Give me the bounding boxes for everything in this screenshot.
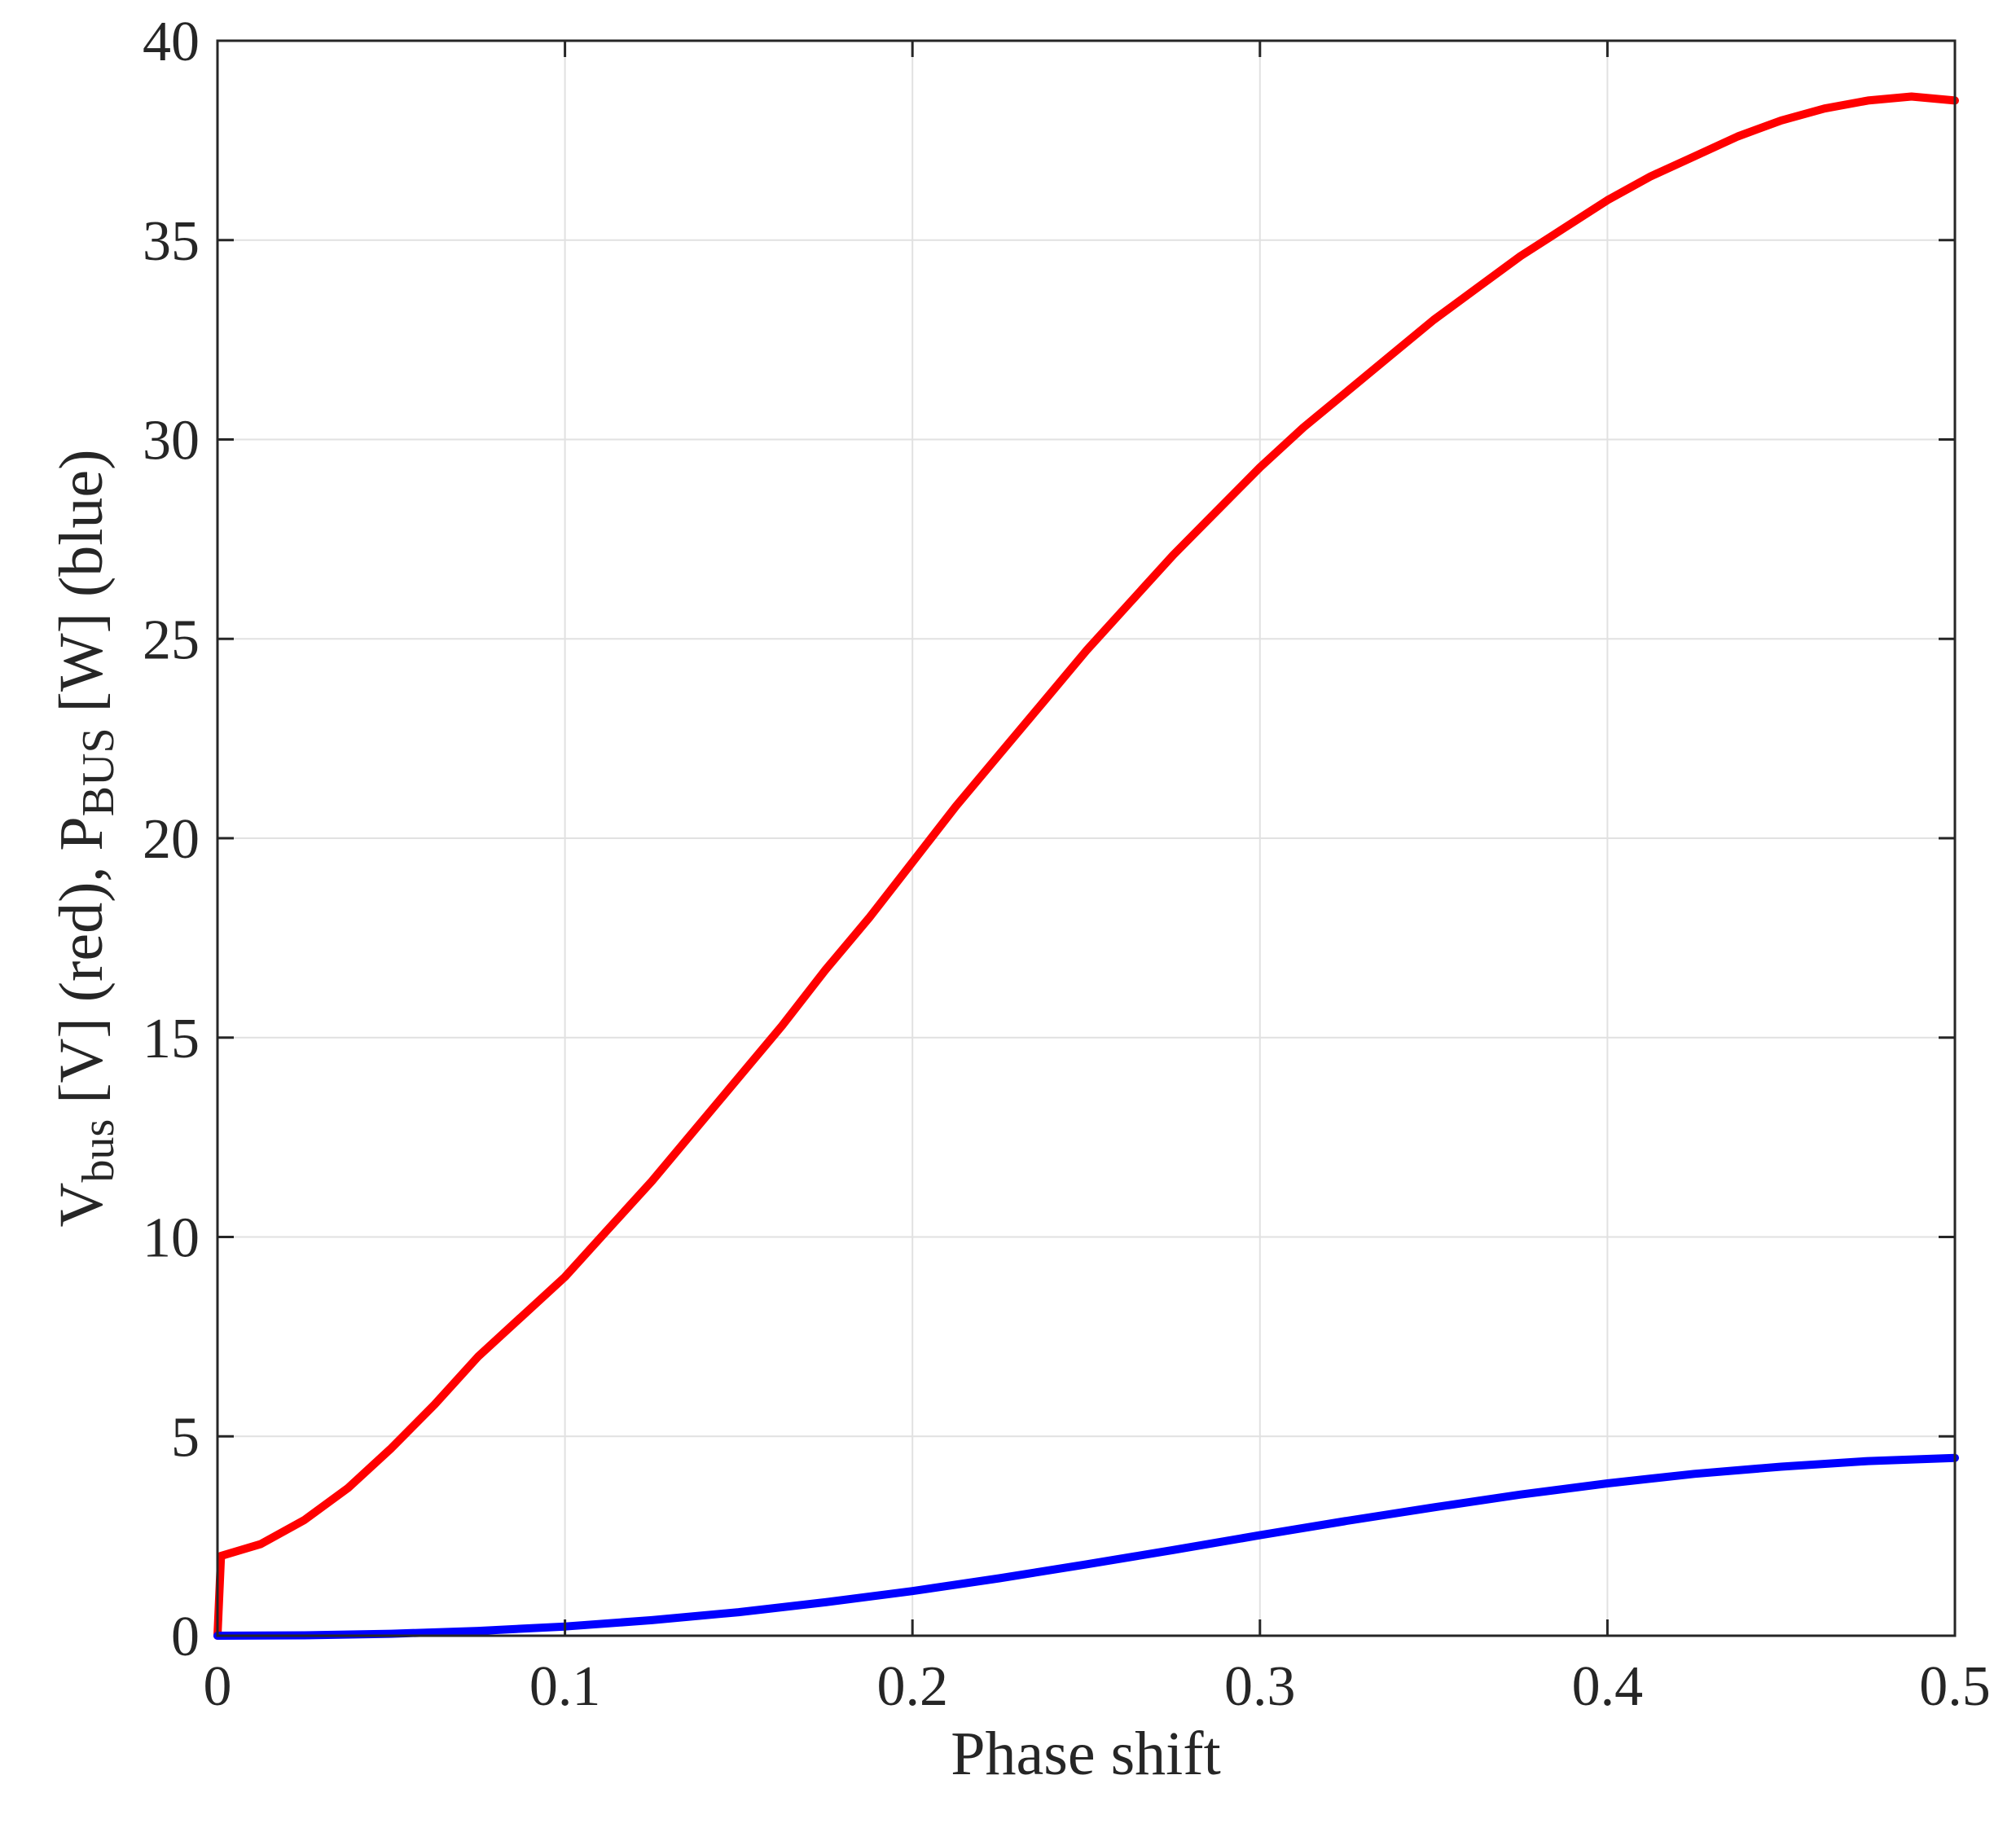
series-line-blue (213, 1453, 1959, 1640)
x-axis-label: Phase shift (951, 1720, 1220, 1788)
y-tick-label: 30 (143, 410, 200, 472)
y-axis-label: Vbus [V] (red), PBUS [W] (blue) (47, 450, 124, 1228)
y-tick-label: 25 (143, 609, 200, 671)
y-tick-label: 10 (143, 1207, 200, 1270)
y-axis-label-p-sub: BUS (73, 727, 124, 816)
x-tick-label: 0.5 (1919, 1655, 1991, 1718)
y-axis-label-mid: [V] (red), P (47, 816, 116, 1118)
y-tick-label: 35 (143, 210, 200, 273)
x-tick-label: 0 (204, 1655, 232, 1718)
x-tick-labels: 0 0.1 0.2 0.3 0.4 0.5 (204, 1655, 1991, 1718)
plot-series (213, 92, 1959, 1640)
y-axis-label-end: [W] (blue) (47, 450, 116, 728)
series-line-red (213, 92, 1959, 1640)
y-tick-label: 20 (143, 808, 200, 871)
x-tick-label: 0.4 (1572, 1655, 1644, 1718)
y-axis-label-v: V (47, 1182, 116, 1227)
y-tick-label: 5 (171, 1406, 200, 1469)
grid-lines (217, 41, 1955, 1636)
y-tick-labels: 0 5 10 15 20 25 30 35 40 (143, 11, 200, 1668)
y-tick-label: 40 (143, 11, 200, 73)
axis-ticks (216, 39, 1957, 1637)
y-tick-label: 0 (171, 1606, 200, 1668)
y-tick-label: 15 (143, 1008, 200, 1070)
x-tick-label: 0.1 (529, 1655, 601, 1718)
x-tick-label: 0.2 (876, 1655, 948, 1718)
y-axis-label-v-sub: bus (73, 1119, 124, 1183)
x-tick-label: 0.3 (1224, 1655, 1296, 1718)
